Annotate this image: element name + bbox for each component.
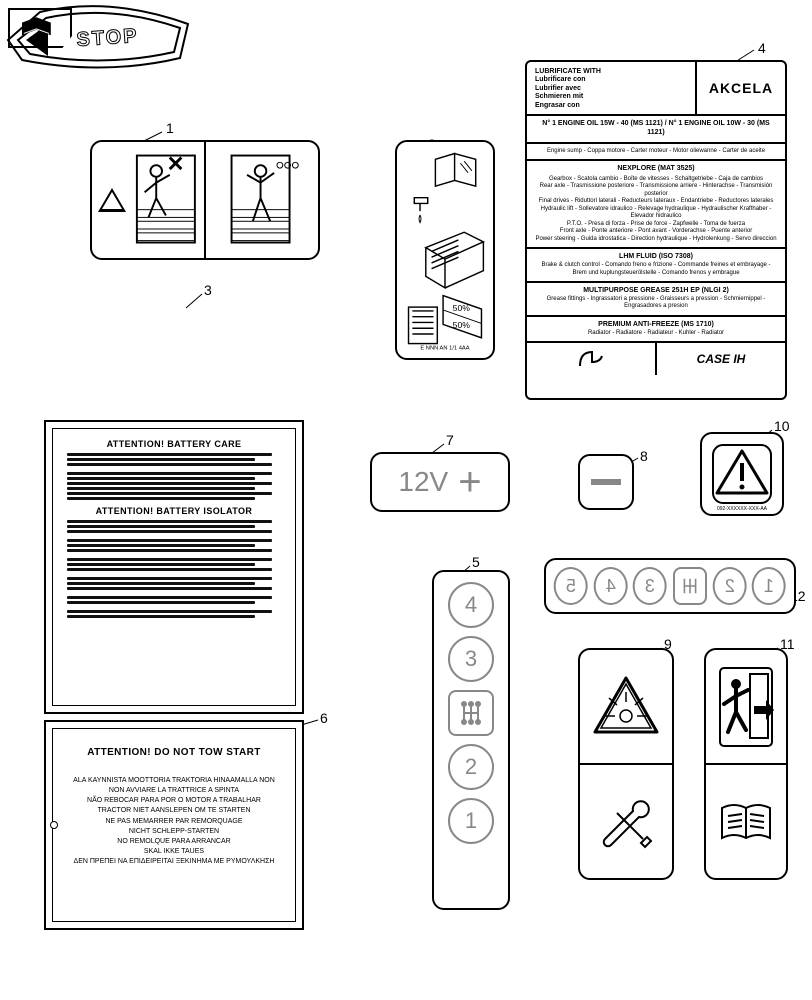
battery-text-1: [67, 453, 281, 466]
warning-ref: 092-XXXXXX-XXX-AA: [702, 506, 782, 512]
h-gear-3: 3: [633, 567, 667, 605]
row-antifreeze: PREMIUM ANTI-FREEZE (MS 1710) Radiator -…: [527, 317, 785, 343]
shift-pattern-icon: [448, 690, 494, 736]
gear-4: 4: [448, 582, 494, 628]
h-gear-1: 1: [752, 567, 786, 605]
decal-hazard-service: [578, 648, 674, 880]
d2-ref: E NNN AN 1/1 4AA: [420, 345, 469, 351]
battery-text-2: [67, 520, 281, 533]
row-grease: MULTIPURPOSE GREASE 251H EP (NLGI 2) Gre…: [527, 283, 785, 317]
decal-lube-table: LUBRIFICATE WITH Lubrificare con Lubrifi…: [525, 60, 787, 400]
cab-scene-correct: [206, 142, 318, 258]
decal-battery-care: ATTENTION! BATTERY CARE ATTENTION! BATTE…: [44, 420, 304, 714]
lube-header-lines: LUBRIFICATE WITH Lubrificare con Lubrifi…: [527, 62, 695, 114]
battery-title-1: ATTENTION! BATTERY CARE: [61, 439, 287, 449]
minus-icon: [591, 479, 621, 485]
tow-lines: ALA KAYNNISTA MOOTTORIA TRAKTORIA HINAAM…: [65, 776, 283, 867]
callout-8: 8: [640, 448, 648, 464]
callout-1: 1: [166, 120, 174, 136]
h-gear-2: 2: [713, 567, 747, 605]
decal-engine-care: 50% 50% E NNN AN 1/1 4AA: [395, 140, 495, 360]
decal-gear-horizontal: 1 2 3 4 5: [544, 558, 796, 614]
footer-logo-left: [527, 343, 655, 375]
callout-3: 3: [204, 282, 212, 298]
row-engine-sump: Engine sump - Coppa motore - Carter mote…: [527, 144, 785, 162]
decal-negative: [578, 454, 634, 510]
callout-7: 7: [446, 432, 454, 448]
plus-icon: +: [458, 462, 481, 502]
h-shift-pattern-icon: [673, 567, 707, 605]
engine-illustration: 50% 50% E NNN AN 1/1 4AA: [397, 142, 493, 353]
gear-3: 3: [448, 636, 494, 682]
row-engine-oil-head: N° 1 ENGINE OIL 15W - 40 (MS 1121) / N° …: [527, 116, 785, 144]
h-gear-5: 5: [554, 567, 588, 605]
stop-text: STOP: [76, 25, 139, 51]
wrench-screwdriver-icon: [580, 763, 672, 878]
battery-title-2: ATTENTION! BATTERY ISOLATOR: [61, 506, 287, 516]
callout-10: 10: [774, 418, 790, 434]
h-gear-4: 4: [594, 567, 628, 605]
decal-entry-exit: [90, 140, 320, 260]
gear-2: 2: [448, 744, 494, 790]
callout-6: 6: [320, 710, 328, 726]
decal-gear-vertical: 4 3 2 1: [432, 570, 510, 910]
voltage-label: 12V: [398, 466, 448, 498]
row-nexplore: NEXPLORE (MAT 3525) Gearbox - Scatola ca…: [527, 161, 785, 249]
pct-bot: 50%: [453, 320, 471, 330]
decal-warning: 092-XXXXXX-XXX-AA: [700, 432, 784, 516]
pct-top: 50%: [453, 303, 471, 313]
lube-brand: AKCELA: [695, 62, 785, 114]
warning-icon: [98, 188, 126, 212]
decal-do-not-tow: ATTENTION! DO NOT TOW START ALA KAYNNIST…: [44, 720, 304, 930]
manual-badge: [8, 8, 72, 48]
callout-4: 4: [758, 40, 766, 56]
decal-exit-manual: [704, 648, 788, 880]
callout-5: 5: [472, 554, 480, 570]
gear-1: 1: [448, 798, 494, 844]
footer-logo-right: CASE IH: [655, 343, 785, 375]
explosion-warning-icon: [580, 650, 672, 763]
emergency-exit-icon: [706, 650, 786, 763]
tow-title: ATTENTION! DO NOT TOW START: [65, 747, 283, 758]
row-lhm: LHM FLUID (ISO 7308) Brake & clutch cont…: [527, 249, 785, 283]
warning-icon: [709, 441, 775, 507]
manual-book-icon: [706, 763, 786, 878]
decal-12v-positive: 12V +: [370, 452, 510, 512]
